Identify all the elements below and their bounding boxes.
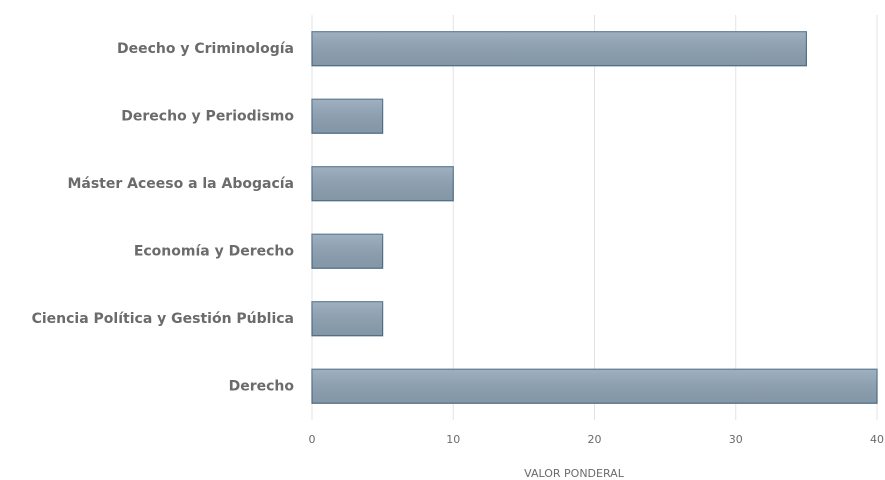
bar	[311, 31, 807, 67]
bar	[311, 98, 384, 134]
bar	[311, 368, 878, 404]
y-tick-label: Derecho	[229, 378, 295, 394]
bar	[311, 301, 384, 337]
x-tick-label: 30	[729, 433, 743, 446]
y-tick-label: Máster Aceeso a la Abogacía	[67, 176, 294, 192]
y-tick-label: Deecho y Criminología	[117, 41, 294, 57]
x-tick-label: 0	[309, 433, 316, 446]
x-tick-label: 40	[870, 433, 884, 446]
y-tick-label: Derecho y Periodismo	[121, 108, 294, 124]
x-tick-label: 20	[588, 433, 602, 446]
y-tick-label: Economía y Derecho	[134, 243, 295, 259]
y-tick-label: Ciencia Política y Gestión Pública	[32, 311, 294, 327]
x-axis-title: VALOR PONDERAL	[524, 467, 625, 480]
bar	[311, 166, 454, 202]
bar	[311, 233, 384, 269]
x-tick-label: 10	[446, 433, 460, 446]
